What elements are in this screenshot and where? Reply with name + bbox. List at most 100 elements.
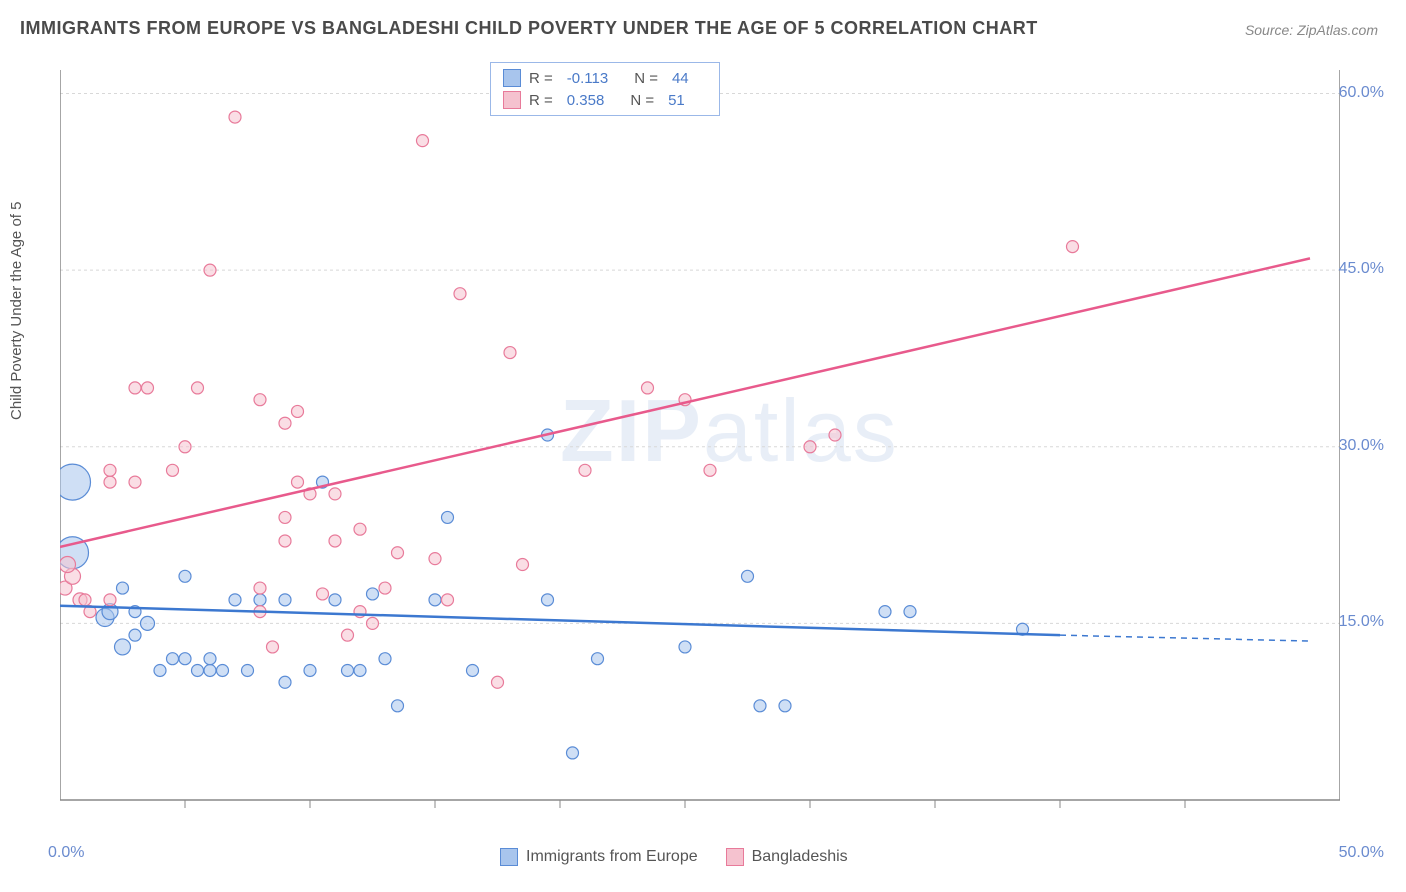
data-point: [192, 382, 204, 394]
data-point: [904, 606, 916, 618]
legend-swatch: [503, 91, 521, 109]
data-point: [492, 676, 504, 688]
data-point: [229, 594, 241, 606]
data-point: [779, 700, 791, 712]
data-point: [342, 664, 354, 676]
data-point: [329, 488, 341, 500]
legend-label: Immigrants from Europe: [526, 848, 698, 866]
data-point: [60, 557, 76, 573]
y-tick-label: 45.0%: [1339, 260, 1384, 278]
data-point: [592, 653, 604, 665]
data-point: [829, 429, 841, 441]
n-value: 44: [672, 70, 689, 87]
data-point: [567, 747, 579, 759]
r-value: -0.113: [567, 70, 608, 87]
data-point: [1067, 241, 1079, 253]
data-point: [204, 653, 216, 665]
data-point: [129, 476, 141, 488]
legend-swatch: [503, 69, 521, 87]
data-point: [179, 570, 191, 582]
data-point: [292, 476, 304, 488]
data-point: [267, 641, 279, 653]
data-point: [429, 594, 441, 606]
data-point: [254, 394, 266, 406]
data-point: [204, 264, 216, 276]
y-axis-label: Child Poverty Under the Age of 5: [8, 202, 25, 420]
legend-stat-row: R = -0.113 N = 44: [503, 67, 707, 89]
r-value: 0.358: [567, 92, 605, 109]
data-point: [392, 547, 404, 559]
data-point: [379, 653, 391, 665]
data-point: [279, 676, 291, 688]
legend-swatch: [726, 848, 744, 866]
data-point: [417, 135, 429, 147]
data-point: [129, 382, 141, 394]
data-point: [642, 382, 654, 394]
data-point: [442, 594, 454, 606]
x-tick-min: 0.0%: [48, 844, 84, 862]
data-point: [367, 617, 379, 629]
scatter-chart: [60, 60, 1340, 820]
data-point: [342, 629, 354, 641]
data-point: [254, 594, 266, 606]
data-point: [179, 441, 191, 453]
data-point: [329, 535, 341, 547]
data-point: [129, 629, 141, 641]
data-point: [79, 594, 91, 606]
data-point: [279, 594, 291, 606]
r-label: R =: [529, 92, 553, 109]
y-tick-label: 60.0%: [1339, 84, 1384, 102]
data-point: [167, 653, 179, 665]
data-point: [104, 594, 116, 606]
series-legend: Immigrants from Europe Bangladeshis: [500, 848, 848, 866]
data-point: [542, 594, 554, 606]
data-point: [117, 582, 129, 594]
trendline-extrapolated: [1060, 635, 1310, 641]
n-label: N =: [630, 92, 654, 109]
data-point: [804, 441, 816, 453]
data-point: [104, 464, 116, 476]
chart-title: IMMIGRANTS FROM EUROPE VS BANGLADESHI CH…: [20, 18, 1038, 39]
data-point: [179, 653, 191, 665]
data-point: [279, 417, 291, 429]
data-point: [442, 511, 454, 523]
legend-swatch: [500, 848, 518, 866]
x-tick-max: 50.0%: [1339, 844, 1384, 862]
data-point: [217, 664, 229, 676]
correlation-legend: R = -0.113 N = 44 R = 0.358 N = 51: [490, 62, 720, 116]
legend-stat-row: R = 0.358 N = 51: [503, 89, 707, 111]
data-point: [504, 347, 516, 359]
y-tick-label: 15.0%: [1339, 613, 1384, 631]
data-point: [104, 476, 116, 488]
data-point: [254, 582, 266, 594]
legend-label: Bangladeshis: [752, 848, 848, 866]
data-point: [879, 606, 891, 618]
data-point: [229, 111, 241, 123]
trendline: [60, 258, 1310, 546]
legend-item: Bangladeshis: [726, 848, 848, 866]
data-point: [192, 664, 204, 676]
data-point: [579, 464, 591, 476]
data-point: [60, 464, 91, 500]
data-point: [292, 405, 304, 417]
data-point: [142, 382, 154, 394]
legend-item: Immigrants from Europe: [500, 848, 698, 866]
data-point: [279, 511, 291, 523]
r-label: R =: [529, 70, 553, 87]
data-point: [329, 594, 341, 606]
data-point: [367, 588, 379, 600]
n-value: 51: [668, 92, 685, 109]
data-point: [704, 464, 716, 476]
data-point: [167, 464, 179, 476]
data-point: [354, 664, 366, 676]
data-point: [115, 639, 131, 655]
data-point: [242, 664, 254, 676]
n-label: N =: [634, 70, 658, 87]
data-point: [467, 664, 479, 676]
data-point: [204, 664, 216, 676]
y-tick-label: 30.0%: [1339, 437, 1384, 455]
source-attribution: Source: ZipAtlas.com: [1245, 22, 1378, 38]
data-point: [392, 700, 404, 712]
data-point: [354, 523, 366, 535]
data-point: [154, 664, 166, 676]
